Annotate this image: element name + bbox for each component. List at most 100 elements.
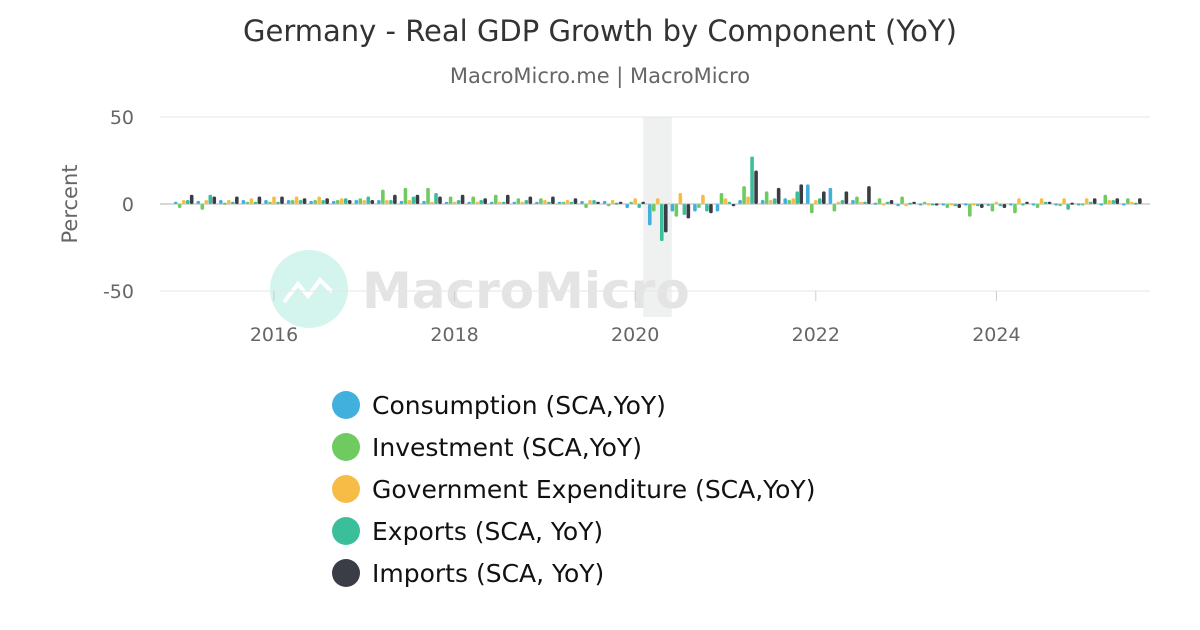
- bar-consumption: [580, 200, 584, 204]
- bar-imports: [1025, 201, 1029, 204]
- bar-investment: [629, 201, 633, 204]
- bar-consumption: [1099, 203, 1104, 206]
- bar-investment: [719, 193, 724, 204]
- bar-exports: [863, 201, 867, 204]
- bar-investment: [426, 187, 430, 204]
- chart-subtitle: MacroMicro.me | MacroMicro: [449, 64, 751, 88]
- bar-investment: [335, 200, 340, 204]
- bar-imports: [799, 184, 804, 204]
- bar-consumption: [1076, 203, 1081, 206]
- bar-government: [972, 203, 976, 206]
- bar-investment: [493, 194, 498, 204]
- bar-exports: [1021, 203, 1025, 206]
- legend-item[interactable]: Government Expenditure (SCA,YoY): [332, 468, 815, 510]
- x-tick-label: 2024: [972, 324, 1020, 346]
- bar-investment: [1035, 204, 1040, 208]
- bar-exports: [524, 200, 529, 204]
- chart-title: Germany - Real GDP Growth by Component (…: [243, 14, 957, 48]
- bar-investment: [787, 200, 792, 204]
- bar-imports: [934, 203, 939, 206]
- bar-consumption: [331, 200, 336, 204]
- bar-imports: [505, 194, 510, 204]
- bar-investment: [177, 204, 182, 208]
- legend-label: Consumption (SCA,YoY): [372, 390, 666, 420]
- bar-exports: [614, 202, 619, 205]
- bar-exports: [389, 200, 393, 204]
- legend-item[interactable]: Imports (SCA, YoY): [332, 552, 815, 594]
- bar-investment: [1103, 194, 1108, 204]
- legend-item[interactable]: Investment (SCA,YoY): [332, 426, 815, 468]
- bar-imports: [867, 186, 871, 204]
- bar-investment: [855, 196, 859, 204]
- legend-item[interactable]: Consumption (SCA,YoY): [332, 384, 815, 426]
- bar-investment: [764, 191, 769, 204]
- bar-consumption: [1031, 203, 1036, 206]
- bar-investment: [968, 204, 972, 217]
- bar-government: [1017, 198, 1021, 204]
- bar-investment: [268, 201, 272, 204]
- watermark-logo-icon: [282, 276, 334, 304]
- legend-marker-icon: [332, 475, 360, 503]
- legend-marker-icon: [332, 559, 360, 587]
- bar-imports: [551, 196, 555, 204]
- bar-consumption: [851, 200, 855, 204]
- bar-consumption: [760, 200, 765, 204]
- bar-consumption: [715, 204, 720, 212]
- bar-imports: [776, 187, 781, 204]
- bar-investment: [200, 204, 205, 210]
- bar-government: [859, 201, 863, 204]
- x-tick-label: 2018: [430, 324, 478, 346]
- bar-consumption: [964, 203, 968, 206]
- bar-consumption: [219, 200, 223, 204]
- bar-investment: [381, 189, 385, 204]
- bar-exports: [1066, 204, 1070, 210]
- bar-imports: [1002, 204, 1007, 208]
- bar-exports: [727, 201, 732, 204]
- bar-consumption: [602, 200, 607, 204]
- bar-imports: [641, 201, 645, 204]
- bar-investment: [584, 204, 588, 208]
- bar-exports: [208, 194, 213, 204]
- bar-consumption: [309, 200, 313, 204]
- bar-government: [497, 201, 502, 204]
- y-tick-label: -50: [103, 281, 134, 303]
- legend-label: Investment (SCA,YoY): [372, 432, 642, 462]
- bar-government: [633, 198, 637, 204]
- bar-exports: [1088, 201, 1093, 204]
- bar-investment: [403, 187, 408, 204]
- bar-government: [926, 203, 931, 206]
- bar-consumption: [693, 204, 697, 212]
- legend-item[interactable]: Exports (SCA, YoY): [332, 510, 815, 552]
- bar-investment: [945, 204, 950, 208]
- bar-imports: [889, 200, 894, 204]
- bar-investment: [313, 200, 317, 204]
- legend-marker-icon: [332, 391, 360, 419]
- bar-government: [768, 200, 773, 204]
- bar-imports: [844, 191, 849, 204]
- bar-imports: [370, 200, 375, 204]
- bar-consumption: [512, 201, 517, 204]
- bar-consumption: [467, 201, 471, 204]
- bar-investment: [697, 204, 701, 208]
- y-tick-label: 50: [110, 107, 134, 129]
- bar-imports: [957, 204, 962, 208]
- bar-exports: [682, 204, 687, 215]
- bar-exports: [231, 201, 235, 204]
- bar-exports: [456, 200, 461, 204]
- bar-government: [588, 200, 592, 204]
- bar-imports: [257, 196, 262, 204]
- bar-imports: [302, 198, 307, 204]
- bar-exports: [1134, 202, 1138, 205]
- bar-investment: [990, 204, 995, 212]
- bar-exports: [772, 198, 777, 204]
- bar-investment: [1058, 204, 1062, 207]
- bar-investment: [810, 204, 814, 214]
- bar-consumption: [354, 200, 359, 204]
- bar-consumption: [941, 203, 946, 206]
- bar-government: [814, 200, 818, 204]
- bar-government: [181, 200, 186, 204]
- bar-exports: [953, 204, 958, 207]
- bar-exports: [840, 200, 845, 204]
- bar-investment: [606, 204, 611, 207]
- legend-marker-icon: [332, 517, 360, 545]
